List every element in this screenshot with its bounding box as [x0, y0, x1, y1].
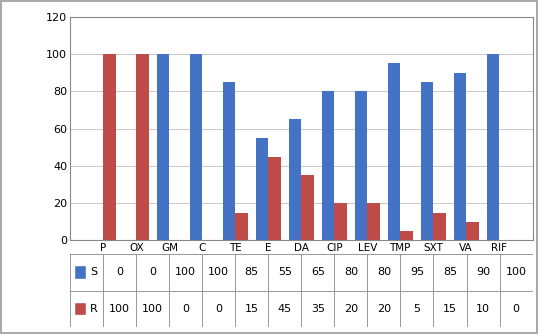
Text: 0: 0 — [116, 267, 123, 277]
Bar — [334, 203, 347, 240]
Text: 5: 5 — [413, 304, 421, 314]
Text: 15: 15 — [443, 304, 457, 314]
Bar — [400, 231, 413, 240]
Text: 80: 80 — [377, 267, 391, 277]
Text: 80: 80 — [344, 267, 358, 277]
Text: 100: 100 — [208, 267, 229, 277]
Bar — [421, 82, 433, 240]
Bar — [137, 54, 149, 240]
Text: 10: 10 — [476, 304, 490, 314]
Text: 45: 45 — [278, 304, 292, 314]
Bar — [75, 303, 87, 315]
Text: 15: 15 — [245, 304, 259, 314]
Text: 0: 0 — [215, 304, 222, 314]
Text: 0: 0 — [513, 304, 520, 314]
Text: 100: 100 — [506, 267, 527, 277]
Bar — [289, 119, 301, 240]
Text: 55: 55 — [278, 267, 292, 277]
Text: 20: 20 — [377, 304, 391, 314]
Bar — [157, 54, 169, 240]
Bar — [367, 203, 380, 240]
Bar — [223, 82, 235, 240]
Bar — [433, 212, 445, 240]
Bar — [256, 138, 268, 240]
Bar — [388, 63, 400, 240]
Bar — [301, 175, 314, 240]
Bar — [190, 54, 202, 240]
Bar — [486, 54, 499, 240]
Text: 85: 85 — [245, 267, 259, 277]
Text: 95: 95 — [410, 267, 424, 277]
Bar — [268, 157, 281, 240]
Text: R: R — [90, 304, 97, 314]
Text: 100: 100 — [175, 267, 196, 277]
Text: 90: 90 — [476, 267, 490, 277]
Bar — [454, 72, 466, 240]
Bar — [235, 212, 248, 240]
Text: 20: 20 — [344, 304, 358, 314]
Text: 0: 0 — [149, 267, 156, 277]
Text: 0: 0 — [182, 304, 189, 314]
Bar — [75, 266, 87, 279]
Bar — [322, 91, 334, 240]
Text: S: S — [90, 267, 97, 277]
Text: 65: 65 — [311, 267, 325, 277]
Text: 35: 35 — [311, 304, 325, 314]
Text: 100: 100 — [109, 304, 130, 314]
Bar — [103, 54, 116, 240]
Text: 100: 100 — [142, 304, 163, 314]
Bar — [466, 222, 479, 240]
Text: 85: 85 — [443, 267, 457, 277]
Bar — [355, 91, 367, 240]
